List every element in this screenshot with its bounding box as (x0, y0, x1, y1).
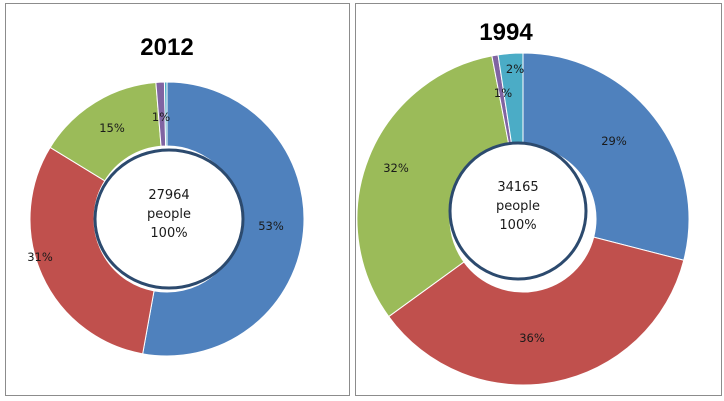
chart-title: 2012 (140, 34, 193, 61)
donut-chart-2012: 2012 53% 31% 15% 1% 27964 people 100% (27, 34, 305, 357)
donut-chart-1994: 1994 29% 36% 32% 1% 2% 34165 people 100% (356, 19, 690, 386)
slice-label-0: 53% (258, 219, 284, 233)
slice-label-4: 2% (506, 62, 524, 76)
donut-center-hole (93, 148, 245, 290)
center-text-line-2: 100% (150, 226, 187, 241)
donut-slice-1 (29, 146, 155, 355)
donut-slice-0 (522, 52, 690, 261)
slice-label-3: 1% (152, 110, 170, 124)
chart-panel-1994: 1994 29% 36% 32% 1% 2% 34165 people 100% (355, 3, 722, 396)
center-text-line-0: 27964 (148, 188, 189, 203)
center-text-line-2: 100% (499, 218, 536, 233)
slice-label-0: 29% (601, 134, 627, 148)
center-text-line-0: 34165 (497, 180, 538, 195)
center-text-line-1: people (496, 199, 540, 214)
slice-label-2: 15% (99, 121, 125, 135)
center-text-line-1: people (147, 207, 191, 222)
donut-slice-4 (163, 81, 168, 147)
donut-slice-1 (388, 236, 685, 386)
chart-title: 1994 (479, 19, 533, 46)
donut-center-hole (448, 141, 588, 281)
slice-label-3: 1% (494, 86, 512, 100)
slice-label-1: 36% (519, 331, 545, 345)
slice-label-1: 31% (27, 250, 53, 264)
slice-label-2: 32% (383, 161, 409, 175)
chart-panel-2012: 2012 53% 31% 15% 1% 27964 people 100% (5, 3, 350, 396)
